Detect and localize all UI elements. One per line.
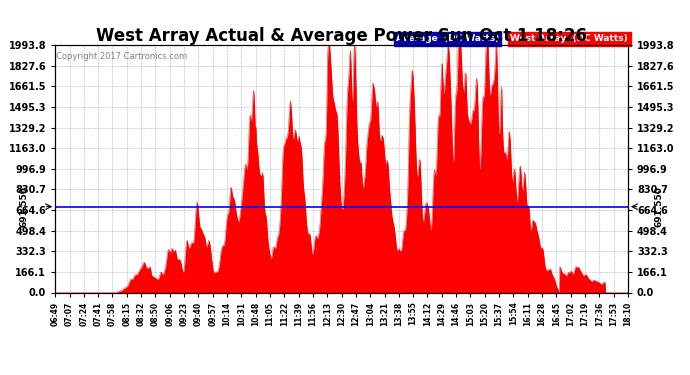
Text: Copyright 2017 Cartronics.com: Copyright 2017 Cartronics.com — [57, 53, 188, 62]
Text: 691.550: 691.550 — [19, 186, 28, 227]
Text: West Array  (DC Watts): West Array (DC Watts) — [511, 34, 629, 44]
Text: Average  (DC Watts): Average (DC Watts) — [396, 34, 499, 44]
Title: West Array Actual & Average Power Sun Oct 1 18:26: West Array Actual & Average Power Sun Oc… — [96, 27, 587, 45]
Text: 691.550: 691.550 — [655, 186, 664, 227]
